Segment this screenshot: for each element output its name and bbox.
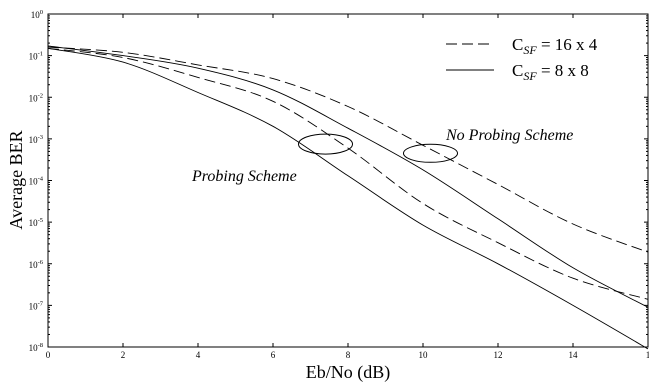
y-axis-label: Average BER <box>6 130 26 229</box>
dashed-curve-2 <box>47 47 649 300</box>
y-tick-label: 100 <box>31 9 43 20</box>
x-tick-label: 4 <box>196 350 201 360</box>
x-tick-label: 8 <box>346 350 351 360</box>
x-tick-label: 2 <box>121 350 126 360</box>
y-tick-label: 10-4 <box>29 176 44 187</box>
x-tick-label: 0 <box>46 350 51 360</box>
probing-ellipse <box>298 133 353 155</box>
x-tick-label: 1 <box>646 350 649 360</box>
data-series <box>47 45 649 350</box>
solid-curve-3 <box>47 45 649 308</box>
legend: CSF = 16 x 4 CSF = 8 x 8 <box>446 35 598 83</box>
x-tick-label: 6 <box>271 350 276 360</box>
x-tick-label: 12 <box>494 350 503 360</box>
x-tick-label: 14 <box>569 350 579 360</box>
x-axis-label: Eb/No (dB) <box>306 362 391 383</box>
legend-entry: CSF = 8 x 8 <box>512 61 589 83</box>
y-tick-label: 10-2 <box>29 92 43 103</box>
y-tick-label: 10-6 <box>29 259 44 270</box>
y-tick-label: 10-8 <box>29 342 43 353</box>
plot-frame <box>47 13 649 348</box>
no-probing-ellipse <box>403 143 458 163</box>
dashed-curve-4 <box>47 46 649 253</box>
legend-entry: CSF = 16 x 4 <box>512 35 598 57</box>
y-tick-label: 10-3 <box>29 134 43 145</box>
y-tick-label: 10-1 <box>29 51 43 62</box>
y-tick-label: 10-7 <box>29 300 44 311</box>
no-probing-scheme-label: No Probing Scheme <box>445 127 573 144</box>
probing-scheme-label: Probing Scheme <box>191 168 297 185</box>
annotations: Probing Scheme No Probing Scheme <box>191 127 573 185</box>
solid-curve-1 <box>47 47 649 350</box>
y-tick-label: 10-5 <box>29 217 43 228</box>
x-tick-label: 10 <box>419 350 429 360</box>
